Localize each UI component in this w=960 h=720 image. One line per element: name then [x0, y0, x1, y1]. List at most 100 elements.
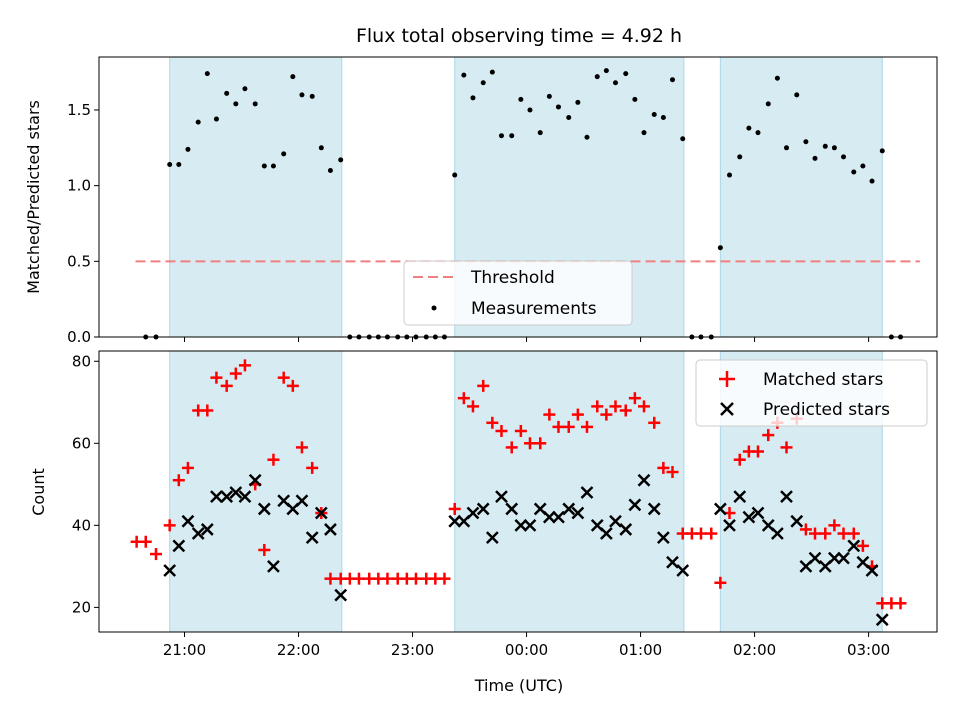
measurement-point — [841, 154, 847, 160]
matched-star-point — [267, 453, 280, 466]
measurement-point — [470, 95, 476, 101]
measurement-point — [651, 112, 657, 118]
measurement-point — [717, 245, 723, 251]
measurement-point — [518, 96, 524, 102]
matched-star-point — [856, 539, 869, 552]
predicted-star-point — [210, 490, 223, 504]
top-legend: Threshold Measurements — [403, 260, 633, 326]
matched-star-point — [438, 572, 451, 585]
measurement-point — [555, 104, 561, 110]
measurement-point — [546, 93, 552, 99]
top-y-ticks: 0.0 0.5 1.0 1.5 — [67, 101, 99, 346]
matched-star-point — [324, 572, 337, 585]
measurement-point — [213, 116, 219, 122]
top-y-axis-label: Matched/Predicted stars — [24, 100, 43, 294]
predicted-star-point — [637, 473, 651, 487]
measurement-point — [498, 133, 504, 139]
matched-star-point — [714, 576, 727, 589]
predicted-star-point — [295, 494, 309, 508]
predicted-star-point — [163, 564, 177, 577]
chart-title: Flux total observing time = 4.92 h — [356, 25, 682, 47]
measurement-point — [452, 172, 458, 178]
predicted-star-point — [580, 486, 594, 499]
predicted-star-point — [248, 473, 262, 487]
measurement-point — [309, 93, 315, 99]
y-tick-label: 0.5 — [67, 252, 91, 270]
predicted-star-point — [875, 613, 889, 627]
matched-star-point — [733, 453, 746, 466]
matched-star-point — [648, 416, 661, 429]
measurement-point — [224, 90, 230, 96]
measurement-point — [869, 178, 875, 184]
x-tick-label: 03:00 — [847, 641, 890, 659]
bottom-x-ticks: 21:00 22:00 23:00 00:00 01:00 02:00 03:00 — [163, 632, 890, 659]
predicted-star-point — [770, 527, 784, 540]
measurement-point — [860, 163, 866, 169]
matched-star-point — [448, 502, 461, 515]
top-panel: 0.0 0.5 1.0 1.5 Matched/Predicted stars Thr… — [24, 56, 938, 346]
measurement-point — [831, 145, 837, 151]
matched-star-point — [486, 416, 499, 429]
predicted-star-point — [713, 502, 727, 516]
bottom-legend: Matched stars Predicted stars — [695, 359, 928, 427]
measurement-point — [509, 133, 515, 139]
top-x-ticks — [184, 337, 870, 342]
measurement-point — [774, 75, 780, 81]
matched-star-point — [295, 441, 308, 454]
matched-star-point — [409, 572, 422, 585]
measurement-point — [784, 145, 790, 151]
matched-star-point — [543, 408, 556, 421]
measurement-point — [537, 130, 543, 136]
measurement-point — [755, 130, 761, 136]
measurement-point — [765, 101, 771, 107]
matched-star-point — [619, 404, 632, 417]
legend-measurements-swatch — [431, 305, 437, 311]
matched-star-point — [163, 519, 176, 532]
predicted-star-point — [314, 506, 328, 520]
matched-star-point — [894, 597, 907, 610]
legend-predicted-swatch — [720, 402, 734, 416]
y-tick-label: 40 — [72, 516, 91, 534]
matched-star-point — [139, 535, 152, 548]
matched-star-point — [628, 392, 641, 405]
predicted-star-point — [334, 588, 348, 602]
predicted-star-point — [523, 518, 537, 532]
matched-star-point — [150, 548, 163, 561]
measurement-point — [281, 151, 287, 157]
matched-star-point — [457, 392, 470, 405]
predicted-stars-series — [163, 473, 889, 627]
predicted-star-point — [191, 527, 205, 540]
matched-star-point — [258, 543, 271, 556]
measurement-point — [252, 101, 258, 107]
predicted-star-point — [200, 523, 214, 536]
bottom-legend-box — [695, 359, 928, 427]
x-tick-label: 21:00 — [163, 641, 206, 659]
y-tick-label: 1.0 — [67, 177, 91, 195]
predicted-star-point — [790, 514, 804, 528]
measurement-point — [737, 154, 743, 160]
measurement-point — [290, 74, 296, 80]
matched-star-point — [705, 527, 718, 540]
x-tick-label: 01:00 — [619, 641, 662, 659]
predicted-star-point — [305, 531, 319, 545]
matched-star-point — [238, 359, 251, 372]
predicted-star-point — [238, 490, 252, 504]
top-plot-frame — [98, 56, 938, 338]
x-tick-label: 00:00 — [505, 641, 548, 659]
predicted-star-point — [609, 514, 622, 528]
predicted-star-point — [847, 539, 861, 553]
matched-star-point — [837, 527, 850, 540]
measurement-point — [660, 115, 666, 121]
measurement-point — [794, 92, 800, 98]
legend-measurements-label: Measurements — [471, 299, 597, 319]
matched-star-point — [172, 474, 185, 487]
matched-star-point — [210, 371, 223, 384]
matched-star-point — [751, 445, 764, 458]
matched-star-point — [847, 527, 860, 540]
matched-star-point — [609, 400, 622, 413]
matched-star-point — [571, 408, 584, 421]
predicted-star-point — [552, 510, 565, 524]
predicted-star-point — [628, 498, 642, 512]
x-tick-label: 02:00 — [733, 641, 776, 659]
